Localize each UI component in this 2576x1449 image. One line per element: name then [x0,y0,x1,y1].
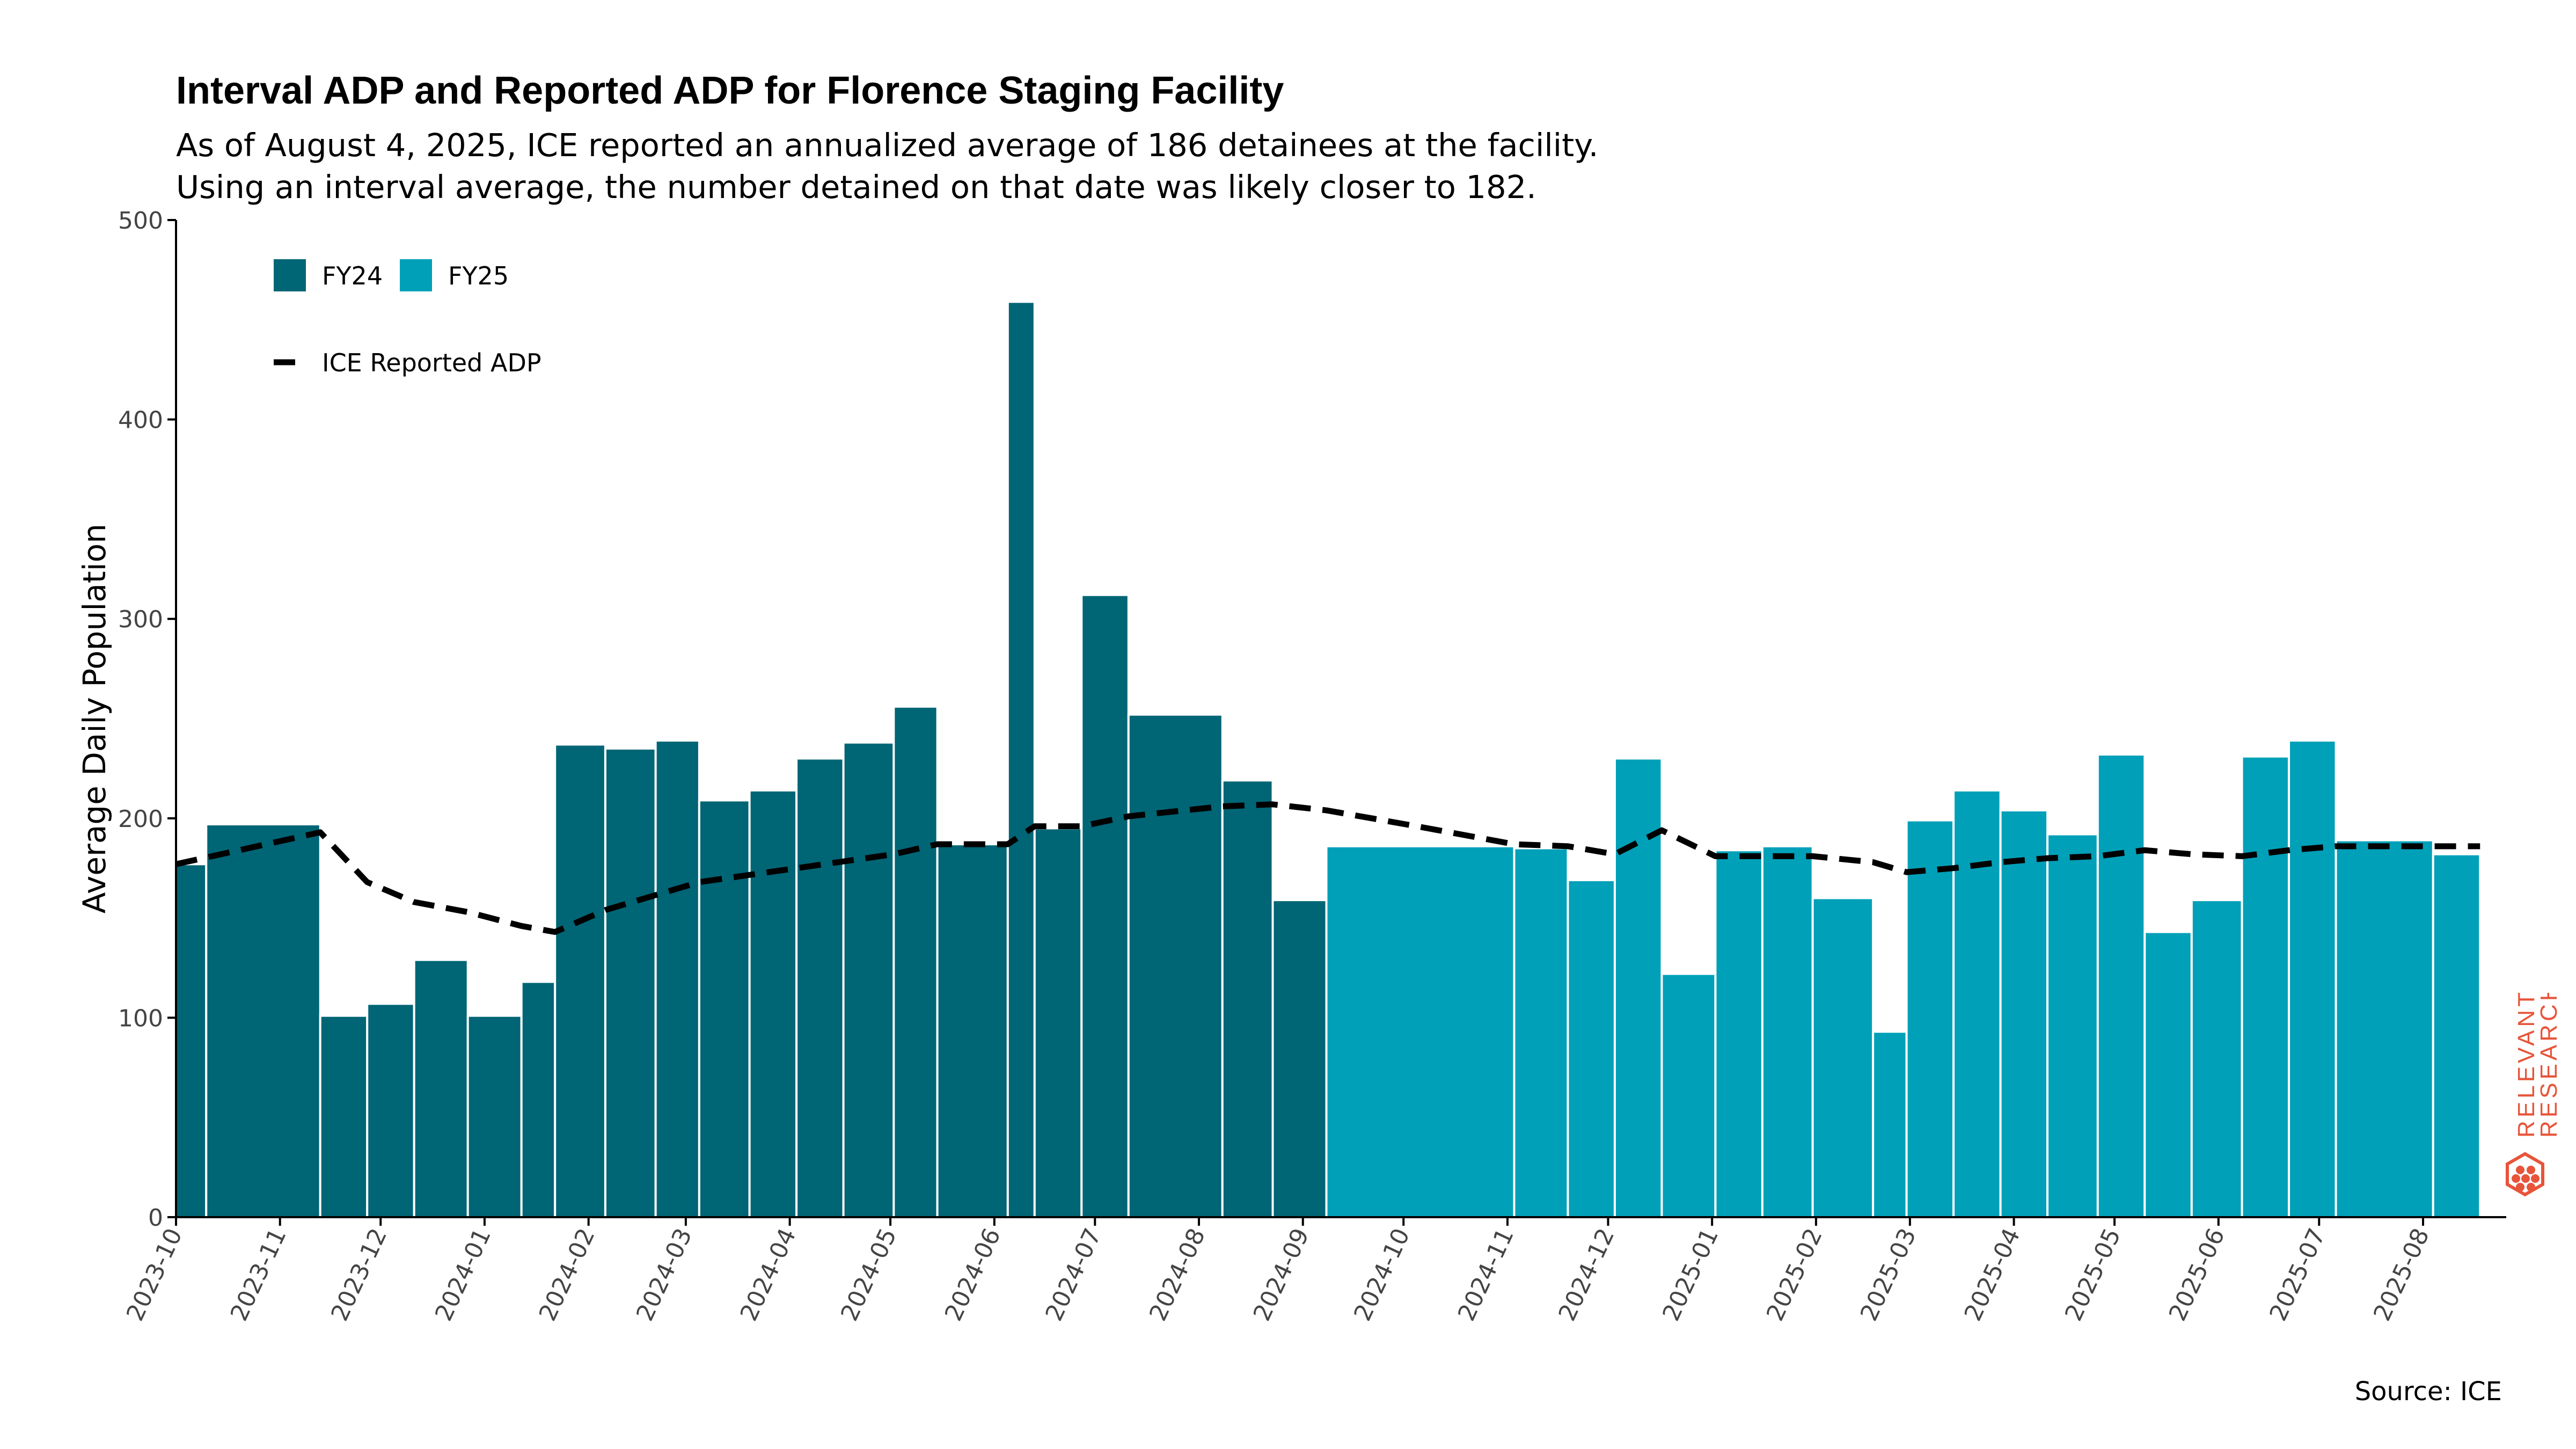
x-tick-label-2025-02: 2025-02 [1761,1224,1828,1325]
chart-subtitle: As of August 4, 2025, ICE reported an an… [176,125,1599,208]
x-tick-label-2024-10: 2024-10 [1349,1224,1415,1325]
bar-fy24-1 [205,823,321,1218]
bar-fy24-20 [1221,779,1274,1219]
bar-fy24-7 [554,743,606,1218]
bar-fy24-8 [604,747,657,1218]
x-tick-label-2024-11: 2024-11 [1453,1224,1519,1325]
bar-fy24-2 [319,1014,369,1218]
bar-fy24-11 [748,789,798,1218]
bar-fy24-12 [795,757,845,1218]
subtitle-line-1: As of August 4, 2025, ICE reported an an… [176,127,1599,164]
y-tick-label-0: 0 [148,1204,163,1232]
bar-fy25-22 [1325,845,1516,1218]
y-tick-label-400: 400 [118,407,163,434]
x-tick-label-2025-03: 2025-03 [1855,1224,1922,1325]
source-note: Source: ICE [2354,1377,2502,1407]
bar-fy25-28 [1761,845,1814,1218]
bar-fy24-5 [466,1014,523,1218]
legend-label-reported-adp: ICE Reported ADP [322,348,541,377]
hexagon-dots-icon [2506,1152,2544,1197]
bar-fy24-13 [842,741,895,1219]
relevant-research-logo: RELEVANT RESEARCH [2506,993,2560,1197]
x-tick-label-2024-06: 2024-06 [940,1224,1006,1325]
legend-label-fy25: FY25 [448,261,509,290]
bar-fy25-33 [1999,809,2049,1219]
bar-fy24-17 [1033,827,1083,1218]
bar-fy24-3 [366,1002,415,1218]
chart-title: Interval ADP and Reported ADP for Floren… [176,69,1284,112]
bar-fy25-30 [1872,1030,1908,1218]
x-tick-label-2025-05: 2025-05 [2060,1224,2126,1325]
legend-label-fy24: FY24 [322,261,383,290]
reported-adp-layer [175,801,2480,935]
x-tick-label-2024-07: 2024-07 [1040,1224,1107,1325]
bar-fy25-26 [1660,972,1717,1218]
bar-fy25-36 [2143,931,2193,1219]
y-axis-title: Average Daily Population [76,524,113,914]
reported-adp-line [175,801,2480,935]
logo-text-line1: RELEVANT [2513,993,2540,1138]
bar-fy24-16 [1006,301,1036,1219]
bar-fy25-24 [1567,879,1616,1218]
x-tick-label-2025-07: 2025-07 [2264,1224,2331,1325]
bar-fy25-41 [2432,853,2482,1218]
x-tick-label-2024-12: 2024-12 [1553,1224,1620,1325]
x-tick-label-2023-11: 2023-11 [225,1224,292,1325]
bar-fy25-23 [1513,847,1569,1219]
bar-fy25-29 [1811,897,1875,1218]
subtitle-line-2: Using an interval average, the number de… [176,169,1536,206]
x-tick-label-2024-04: 2024-04 [735,1224,802,1325]
x-tick-label-2025-01: 2025-01 [1657,1224,1724,1325]
bar-fy24-9 [654,739,700,1218]
y-tick-label-500: 500 [118,207,163,235]
legend: FY24 FY25 ICE Reported ADP [274,259,541,377]
bars-layer [175,301,2482,1219]
bar-fy25-25 [1613,757,1663,1218]
x-tick-label-2024-02: 2024-02 [534,1224,601,1325]
y-tick-label-300: 300 [118,606,163,633]
x-tick-label-2024-01: 2024-01 [430,1224,496,1325]
bar-fy25-32 [1952,789,2002,1218]
bar-fy25-40 [2334,839,2434,1218]
bar-fy25-35 [2096,753,2146,1218]
bar-fy25-27 [1714,849,1763,1218]
bar-fy24-0 [175,863,208,1218]
x-tick-label-2024-08: 2024-08 [1144,1224,1211,1325]
bar-fy24-15 [936,843,1009,1219]
bar-fy24-14 [892,705,939,1218]
bar-fy25-31 [1905,819,1955,1218]
legend-swatch-fy24 [274,259,306,291]
x-tick-label-2024-05: 2024-05 [836,1224,902,1325]
bar-fy24-19 [1127,713,1224,1218]
x-tick-label-2023-10: 2023-10 [121,1224,188,1325]
logo-text-line2: RESEARCH [2536,993,2560,1138]
x-tick-label-2025-08: 2025-08 [2368,1224,2435,1325]
bar-fy25-37 [2190,899,2243,1218]
x-tick-label-2025-04: 2025-04 [1959,1224,2026,1325]
bar-fy24-10 [698,799,751,1218]
x-tick-label-2025-06: 2025-06 [2164,1224,2230,1325]
legend-swatch-fy25 [400,259,432,291]
x-tick-label-2024-09: 2024-09 [1248,1224,1315,1325]
bar-fy24-18 [1080,594,1130,1218]
bar-fy25-34 [2046,833,2099,1218]
bar-fy24-6 [520,980,557,1218]
x-tick-label-2023-12: 2023-12 [326,1224,392,1325]
bar-fy25-38 [2241,755,2290,1218]
y-tick-label-200: 200 [118,806,163,833]
bar-fy24-21 [1271,899,1328,1218]
logo-dots [2512,1166,2540,1191]
bar-fy25-39 [2288,739,2337,1218]
y-tick-label-100: 100 [118,1005,163,1032]
bar-fy24-4 [413,958,469,1218]
x-tick-label-2024-03: 2024-03 [631,1224,698,1325]
